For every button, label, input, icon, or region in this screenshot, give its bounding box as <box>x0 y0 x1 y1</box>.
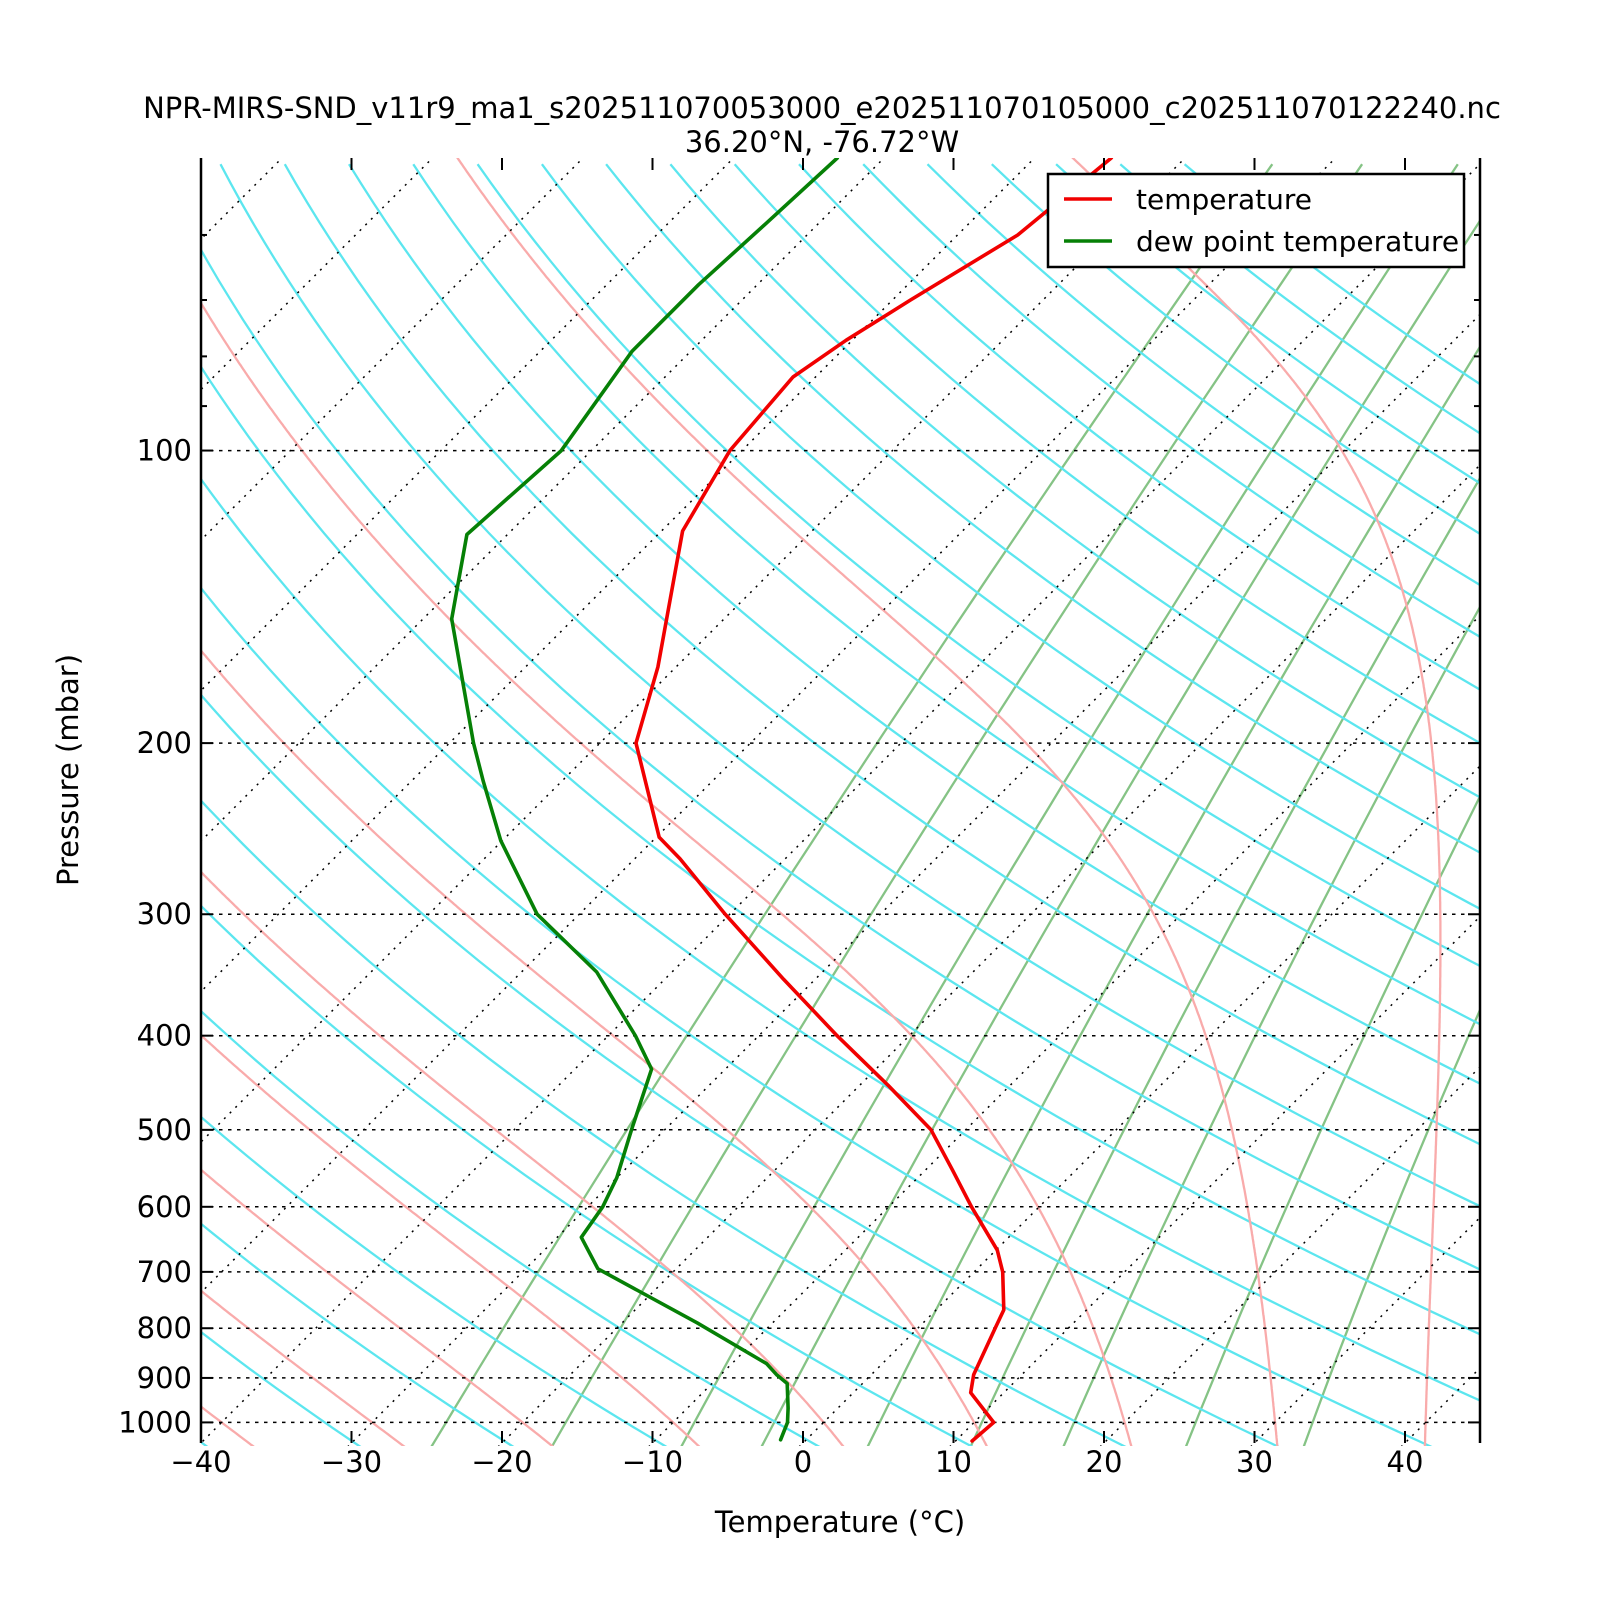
sounding-curves <box>449 158 1114 1443</box>
legend-box <box>1046 172 1466 269</box>
dewpoint-curve <box>449 158 840 1442</box>
legend: temperature dew point temperature <box>1046 172 1466 269</box>
legend-dewpoint-label: dew point temperature <box>1136 225 1459 258</box>
y-tick-label: 100 <box>137 434 192 468</box>
x-tick-label: −40 <box>170 1445 231 1479</box>
x-tick-labels: −40 −30 −20 −10 0 10 20 30 40 <box>170 1445 1423 1479</box>
y-tick-label: 1000 <box>118 1405 192 1439</box>
y-tick-label: 900 <box>137 1361 192 1395</box>
moist-adiabat-lines <box>201 158 1442 1446</box>
x-tick-label: 10 <box>935 1445 972 1479</box>
mixing-ratio-lines <box>430 163 1480 1446</box>
y-tick-label: 600 <box>137 1190 192 1224</box>
x-tick-label: −10 <box>622 1445 683 1479</box>
x-tick-label: 20 <box>1086 1445 1123 1479</box>
x-tick-label: 40 <box>1387 1445 1424 1479</box>
isobar-gridlines <box>201 449 1480 1424</box>
axis-ticks <box>200 158 1480 1443</box>
y-tick-label: 500 <box>137 1113 192 1147</box>
x-axis-label: Temperature (°C) <box>714 1505 965 1539</box>
temperature-curve <box>634 158 1114 1443</box>
legend-temperature-label: temperature <box>1136 183 1312 216</box>
x-tick-label: −20 <box>471 1445 532 1479</box>
y-tick-label: 200 <box>137 726 192 760</box>
x-tick-label: −30 <box>321 1445 382 1479</box>
x-tick-label: 0 <box>794 1445 812 1479</box>
x-tick-label: 30 <box>1236 1445 1273 1479</box>
y-tick-label: 300 <box>137 897 192 931</box>
y-axis-label: Pressure (mbar) <box>51 654 85 886</box>
y-tick-label: 700 <box>137 1255 192 1289</box>
y-tick-label: 800 <box>137 1311 192 1345</box>
y-tick-label: 400 <box>137 1019 192 1053</box>
y-tick-labels: 100 200 300 400 500 600 700 800 900 1000 <box>118 434 192 1440</box>
dry-adiabat-lines <box>201 163 1480 1446</box>
plot-subtitle: 36.20°N, -76.72°W <box>685 125 959 159</box>
plot-title: NPR-MIRS-SND_v11r9_ma1_s202511070053000_… <box>143 91 1501 125</box>
